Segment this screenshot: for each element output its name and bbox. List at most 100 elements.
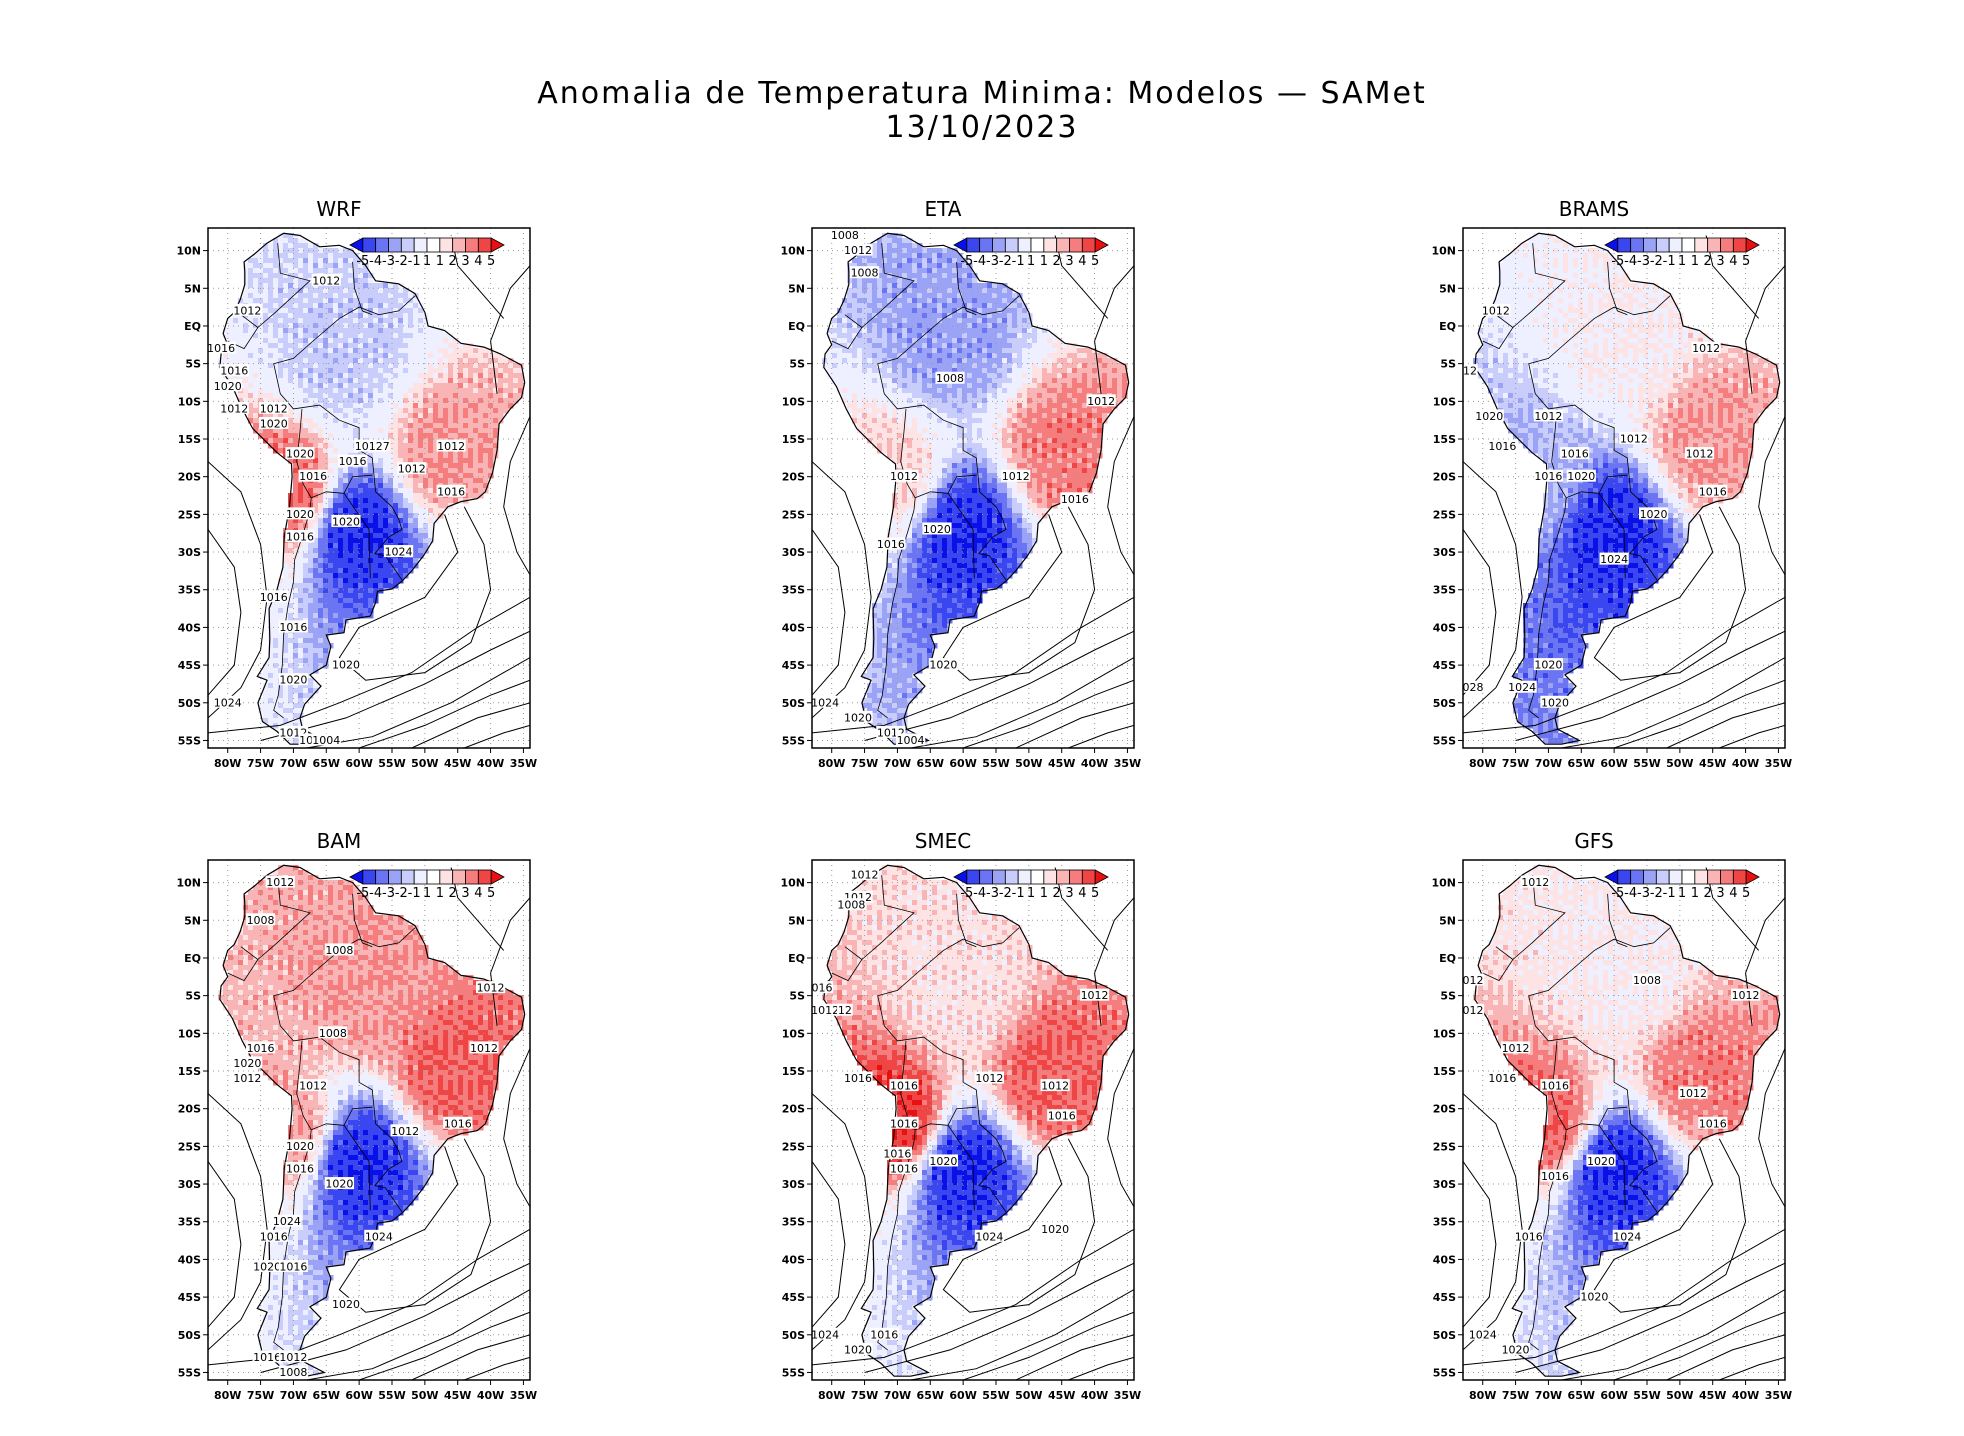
anomaly-cell <box>882 433 888 439</box>
anomaly-cell <box>1002 293 1008 299</box>
anomaly-cell <box>862 313 868 319</box>
anomaly-cell <box>328 603 334 609</box>
anomaly-cell <box>922 283 928 289</box>
anomaly-cell <box>962 418 968 424</box>
anomaly-cell <box>393 503 399 509</box>
anomaly-cell <box>967 423 973 429</box>
anomaly-cell <box>373 388 379 394</box>
anomaly-cell <box>1102 353 1108 359</box>
anomaly-cell <box>388 378 394 384</box>
anomaly-cell <box>872 263 878 269</box>
anomaly-cell <box>293 688 299 694</box>
anomaly-cell <box>393 373 399 379</box>
anomaly-cell <box>1067 403 1073 409</box>
anomaly-cell <box>403 423 409 429</box>
anomaly-cell <box>313 533 319 539</box>
anomaly-cell <box>243 358 249 364</box>
anomaly-cell <box>1047 383 1053 389</box>
anomaly-cell <box>897 263 903 269</box>
anomaly-cell <box>408 508 414 514</box>
anomaly-cell <box>473 478 479 484</box>
anomaly-cell <box>313 573 319 579</box>
anomaly-cell <box>278 318 284 324</box>
anomaly-cell <box>1067 388 1073 394</box>
anomaly-cell <box>283 698 289 704</box>
anomaly-cell <box>418 483 424 489</box>
anomaly-cell <box>882 318 888 324</box>
anomaly-cell <box>323 493 329 499</box>
anomaly-cell <box>323 508 329 514</box>
anomaly-cell <box>937 428 943 434</box>
anomaly-cell <box>912 348 918 354</box>
anomaly-cell <box>228 328 234 334</box>
colorbar-swatch <box>375 237 389 253</box>
anomaly-cell <box>378 508 384 514</box>
anomaly-cell <box>273 413 279 419</box>
anomaly-cell <box>1032 383 1038 389</box>
anomaly-cell <box>308 563 314 569</box>
anomaly-cell <box>408 298 414 304</box>
anomaly-cell <box>927 433 933 439</box>
anomaly-cell <box>423 423 429 429</box>
anomaly-cell <box>887 343 893 349</box>
anomaly-cell <box>293 578 299 584</box>
anomaly-cell <box>917 338 923 344</box>
anomaly-cell <box>927 348 933 354</box>
anomaly-cell <box>373 418 379 424</box>
anomaly-cell <box>867 293 873 299</box>
anomaly-cell <box>912 408 918 414</box>
anomaly-cell <box>403 438 409 444</box>
anomaly-cell <box>338 413 344 419</box>
anomaly-cell <box>278 433 284 439</box>
anomaly-cell <box>273 268 279 274</box>
anomaly-cell <box>907 388 913 394</box>
anomaly-cell <box>388 343 394 349</box>
anomaly-cell <box>323 333 329 339</box>
anomaly-cell <box>368 358 374 364</box>
anomaly-cell <box>1117 368 1123 374</box>
anomaly-cell <box>368 323 374 329</box>
anomaly-cell <box>243 398 249 404</box>
anomaly-cell <box>892 318 898 324</box>
anomaly-cell <box>293 633 299 639</box>
anomaly-cell <box>433 498 439 504</box>
anomaly-cell <box>1052 338 1058 344</box>
anomaly-cell <box>383 363 389 369</box>
anomaly-cell <box>358 498 364 504</box>
anomaly-cell <box>872 328 878 334</box>
anomaly-cell <box>1017 433 1023 439</box>
anomaly-cell <box>917 408 923 414</box>
anomaly-cell <box>253 278 259 284</box>
anomaly-cell <box>393 578 399 584</box>
anomaly-cell <box>303 328 309 334</box>
anomaly-cell <box>1002 333 1008 339</box>
anomaly-cell <box>982 318 988 324</box>
anomaly-cell <box>872 338 878 344</box>
anomaly-cell <box>428 353 434 359</box>
anomaly-cell <box>862 368 868 374</box>
anomaly-cell <box>882 258 888 264</box>
anomaly-cell <box>318 543 324 549</box>
anomaly-cell <box>318 388 324 394</box>
anomaly-cell <box>398 433 404 439</box>
anomaly-cell <box>478 373 484 379</box>
anomaly-cell <box>1032 413 1038 419</box>
anomaly-cell <box>283 438 289 444</box>
anomaly-cell <box>338 448 344 454</box>
anomaly-cell <box>373 578 379 584</box>
anomaly-cell <box>992 338 998 344</box>
anomaly-cell <box>902 243 908 249</box>
anomaly-cell <box>428 398 434 404</box>
anomaly-cell <box>348 318 354 324</box>
anomaly-cell <box>378 548 384 554</box>
anomaly-cell <box>303 608 309 614</box>
anomaly-cell <box>443 473 449 479</box>
anomaly-cell <box>338 248 344 254</box>
anomaly-cell <box>398 308 404 314</box>
anomaly-cell <box>358 293 364 299</box>
anomaly-cell <box>1077 398 1083 404</box>
anomaly-cell <box>433 458 439 464</box>
anomaly-cell <box>318 623 324 629</box>
anomaly-cell <box>912 363 918 369</box>
anomaly-cell <box>368 388 374 394</box>
